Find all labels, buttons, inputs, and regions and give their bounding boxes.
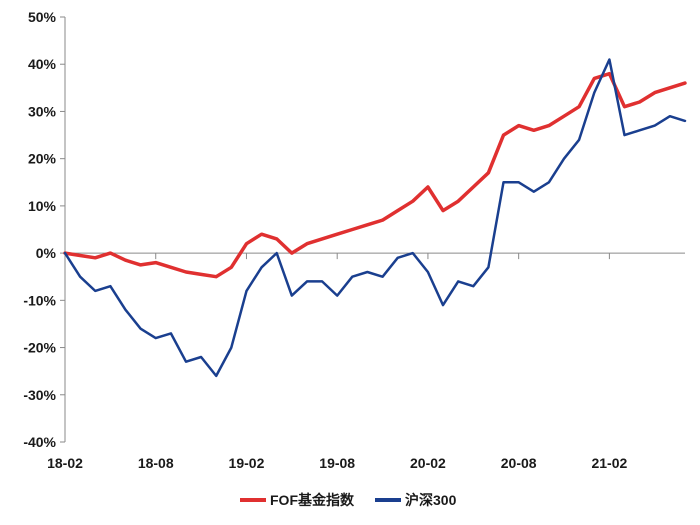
x-tick-label: 19-02	[229, 455, 265, 471]
series-line-1	[63, 71, 687, 279]
y-tick-label: 50%	[28, 9, 57, 25]
y-tick-label: -20%	[23, 340, 56, 356]
x-tick-label: 20-08	[501, 455, 537, 471]
x-axis-ticks: 18-02 18-08 19-02 19-08 20-02 20-08 21-02	[47, 253, 628, 471]
y-tick-label: -10%	[23, 292, 56, 308]
series-lines	[63, 58, 687, 378]
legend-label-2: 沪深300	[405, 492, 457, 508]
y-tick-label: 10%	[28, 198, 57, 214]
y-tick-label: 30%	[28, 103, 57, 119]
series-line-2	[63, 58, 687, 378]
legend-label-1: FOF基金指数	[270, 492, 355, 508]
x-tick-label: 20-02	[410, 455, 446, 471]
legend: FOF基金指数 沪深300	[240, 492, 457, 508]
y-tick-label: 0%	[36, 245, 57, 261]
y-tick-label: -40%	[23, 434, 56, 450]
x-tick-label: 19-08	[319, 455, 355, 471]
x-tick-label: 18-02	[47, 455, 83, 471]
y-axis-ticks: 50% 40% 30% 20% 10% 0% -10% -20% -30% -40%	[23, 9, 65, 450]
y-tick-label: 40%	[28, 56, 57, 72]
y-tick-label: -30%	[23, 387, 56, 403]
x-tick-label: 18-08	[138, 455, 174, 471]
y-tick-label: 20%	[28, 151, 57, 167]
x-tick-label: 21-02	[591, 455, 627, 471]
